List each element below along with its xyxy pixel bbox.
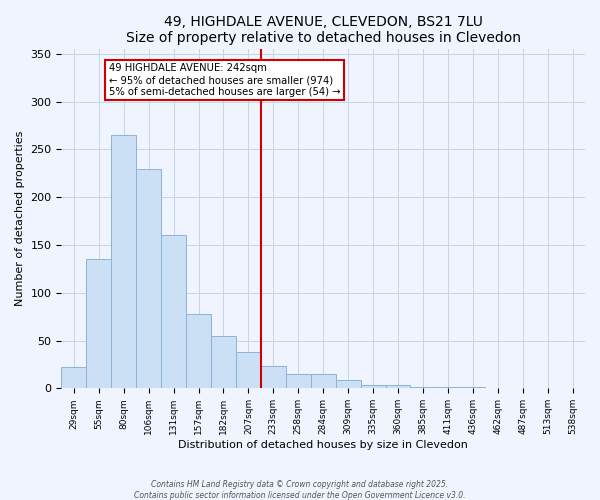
Bar <box>161 236 186 388</box>
Bar <box>111 135 136 388</box>
Bar <box>286 374 311 388</box>
Bar <box>261 366 286 388</box>
Bar <box>311 374 335 388</box>
Bar <box>86 260 111 388</box>
Bar <box>386 384 410 388</box>
Bar <box>335 380 361 388</box>
Bar <box>236 352 261 389</box>
X-axis label: Distribution of detached houses by size in Clevedon: Distribution of detached houses by size … <box>178 440 468 450</box>
Y-axis label: Number of detached properties: Number of detached properties <box>15 131 25 306</box>
Text: 49 HIGHDALE AVENUE: 242sqm
← 95% of detached houses are smaller (974)
5% of semi: 49 HIGHDALE AVENUE: 242sqm ← 95% of deta… <box>109 64 340 96</box>
Bar <box>211 336 236 388</box>
Bar <box>61 368 86 388</box>
Text: Contains HM Land Registry data © Crown copyright and database right 2025.
Contai: Contains HM Land Registry data © Crown c… <box>134 480 466 500</box>
Bar <box>361 384 386 388</box>
Bar <box>186 314 211 388</box>
Title: 49, HIGHDALE AVENUE, CLEVEDON, BS21 7LU
Size of property relative to detached ho: 49, HIGHDALE AVENUE, CLEVEDON, BS21 7LU … <box>126 15 521 45</box>
Bar <box>136 168 161 388</box>
